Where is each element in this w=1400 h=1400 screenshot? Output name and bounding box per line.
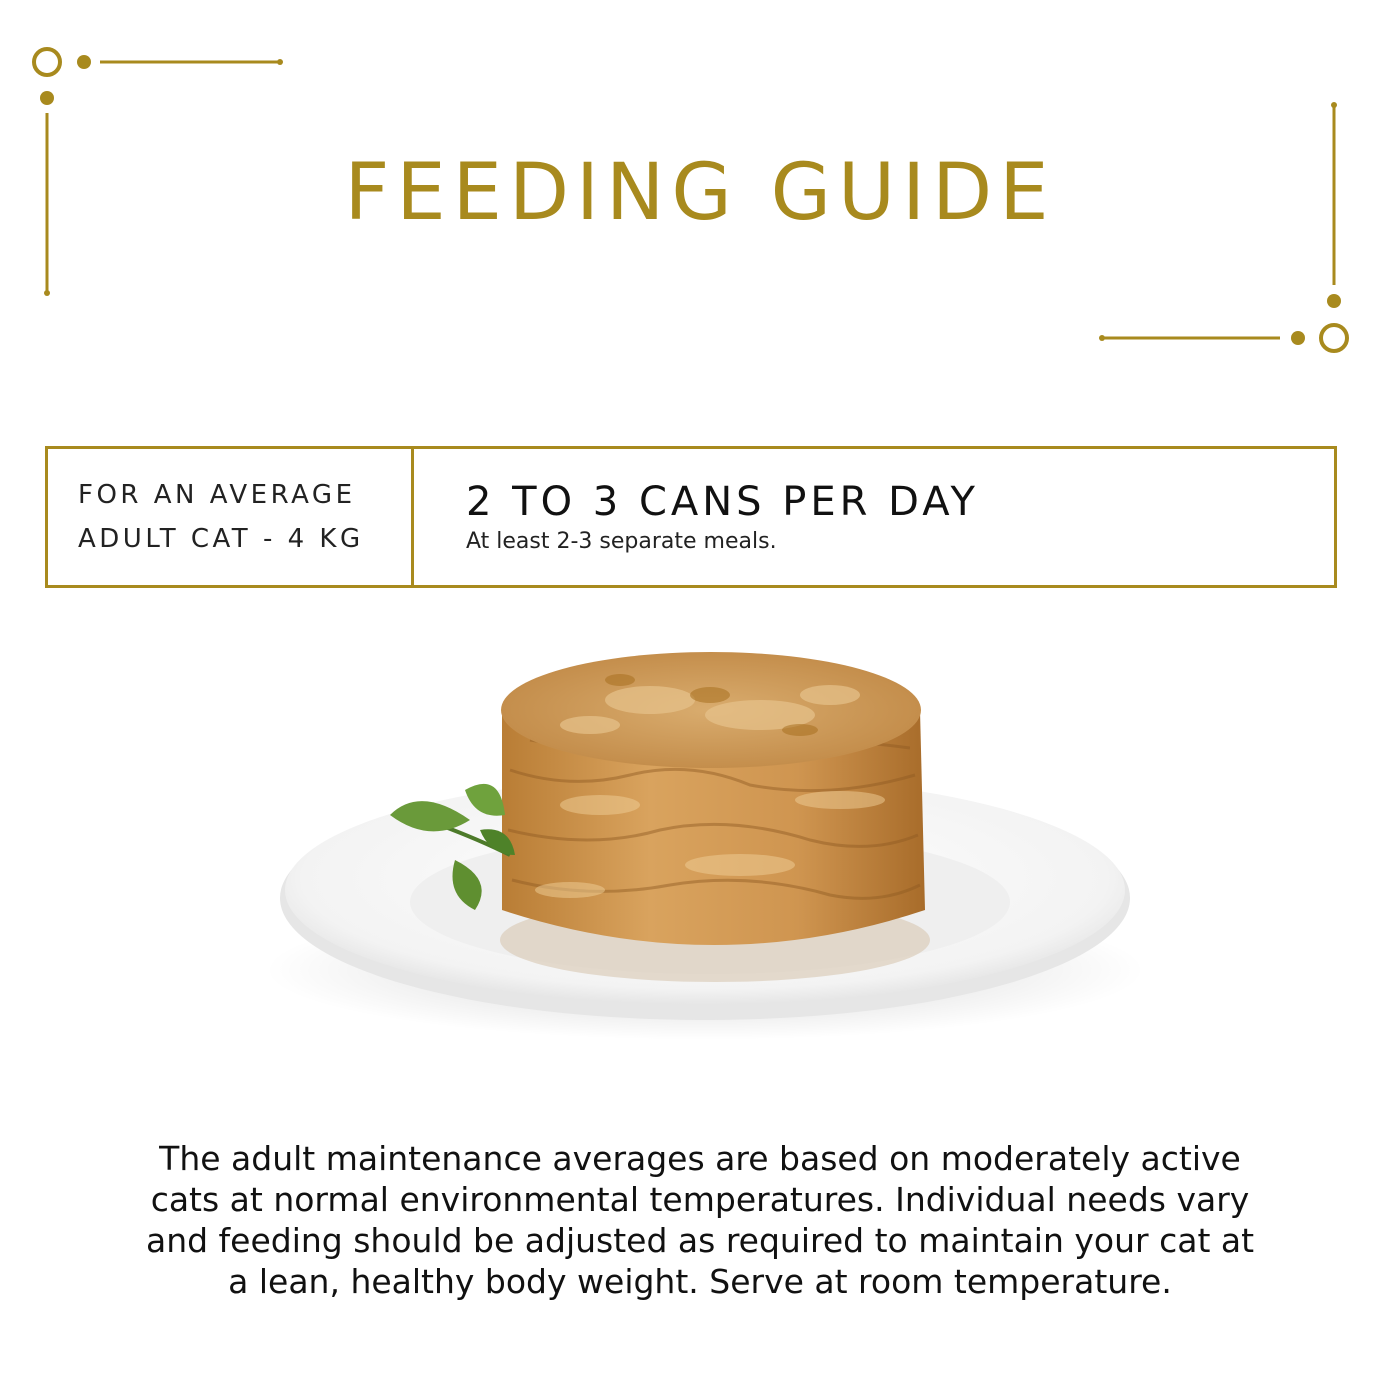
bottom-right-ring (1319, 323, 1349, 353)
page-title: FEEDING GUIDE (344, 148, 1056, 238)
portion-cell: 2 TO 3 CANS PER DAY At least 2-3 separat… (414, 449, 1334, 585)
cat-size-line-1: FOR AN AVERAGE (78, 480, 356, 510)
feeding-description: The adult maintenance averages are based… (145, 1139, 1255, 1301)
cat-size-cell: FOR AN AVERAGE ADULT CAT - 4 KG (48, 449, 414, 585)
portion-amount: 2 TO 3 CANS PER DAY (466, 479, 979, 525)
feeding-guide-table: FOR AN AVERAGE ADULT CAT - 4 KG 2 TO 3 C… (45, 446, 1337, 588)
cat-food-image (270, 652, 1140, 1040)
cat-size-line-2: ADULT CAT - 4 KG (78, 524, 364, 554)
top-left-ring (32, 47, 62, 77)
portion-note: At least 2-3 separate meals. (466, 529, 777, 554)
